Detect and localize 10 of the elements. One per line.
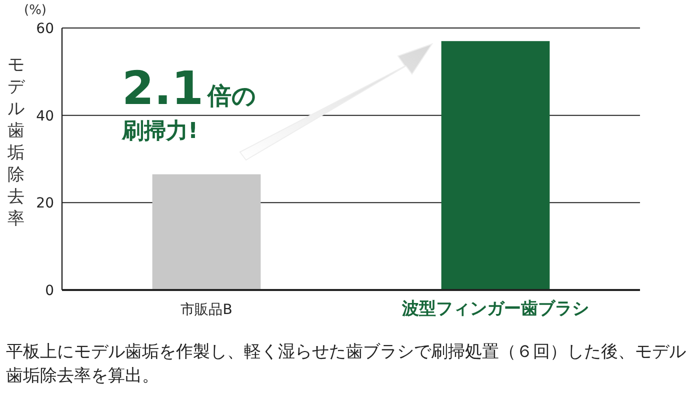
- x-tick-label: 波型フィンガー歯ブラシ: [401, 299, 589, 319]
- y2-axis-title: (%): [24, 3, 46, 18]
- y-tick-label: 20: [36, 196, 54, 212]
- y-tick-label: 40: [36, 108, 54, 124]
- x-tick-label: 市販品B: [180, 302, 232, 318]
- y-axis-title: モデル歯垢除去率: [6, 55, 26, 229]
- y-tick-label: 0: [45, 283, 54, 299]
- y-tick-label: 60: [36, 21, 54, 37]
- annotation: 刷掃力!: [121, 119, 198, 144]
- text: 平板上にモデル歯垢を作製し、軽く湿らせた歯ブラシで刷掃処置（６回）した後、モデル歯垢除去率を算出。: [6, 341, 686, 388]
